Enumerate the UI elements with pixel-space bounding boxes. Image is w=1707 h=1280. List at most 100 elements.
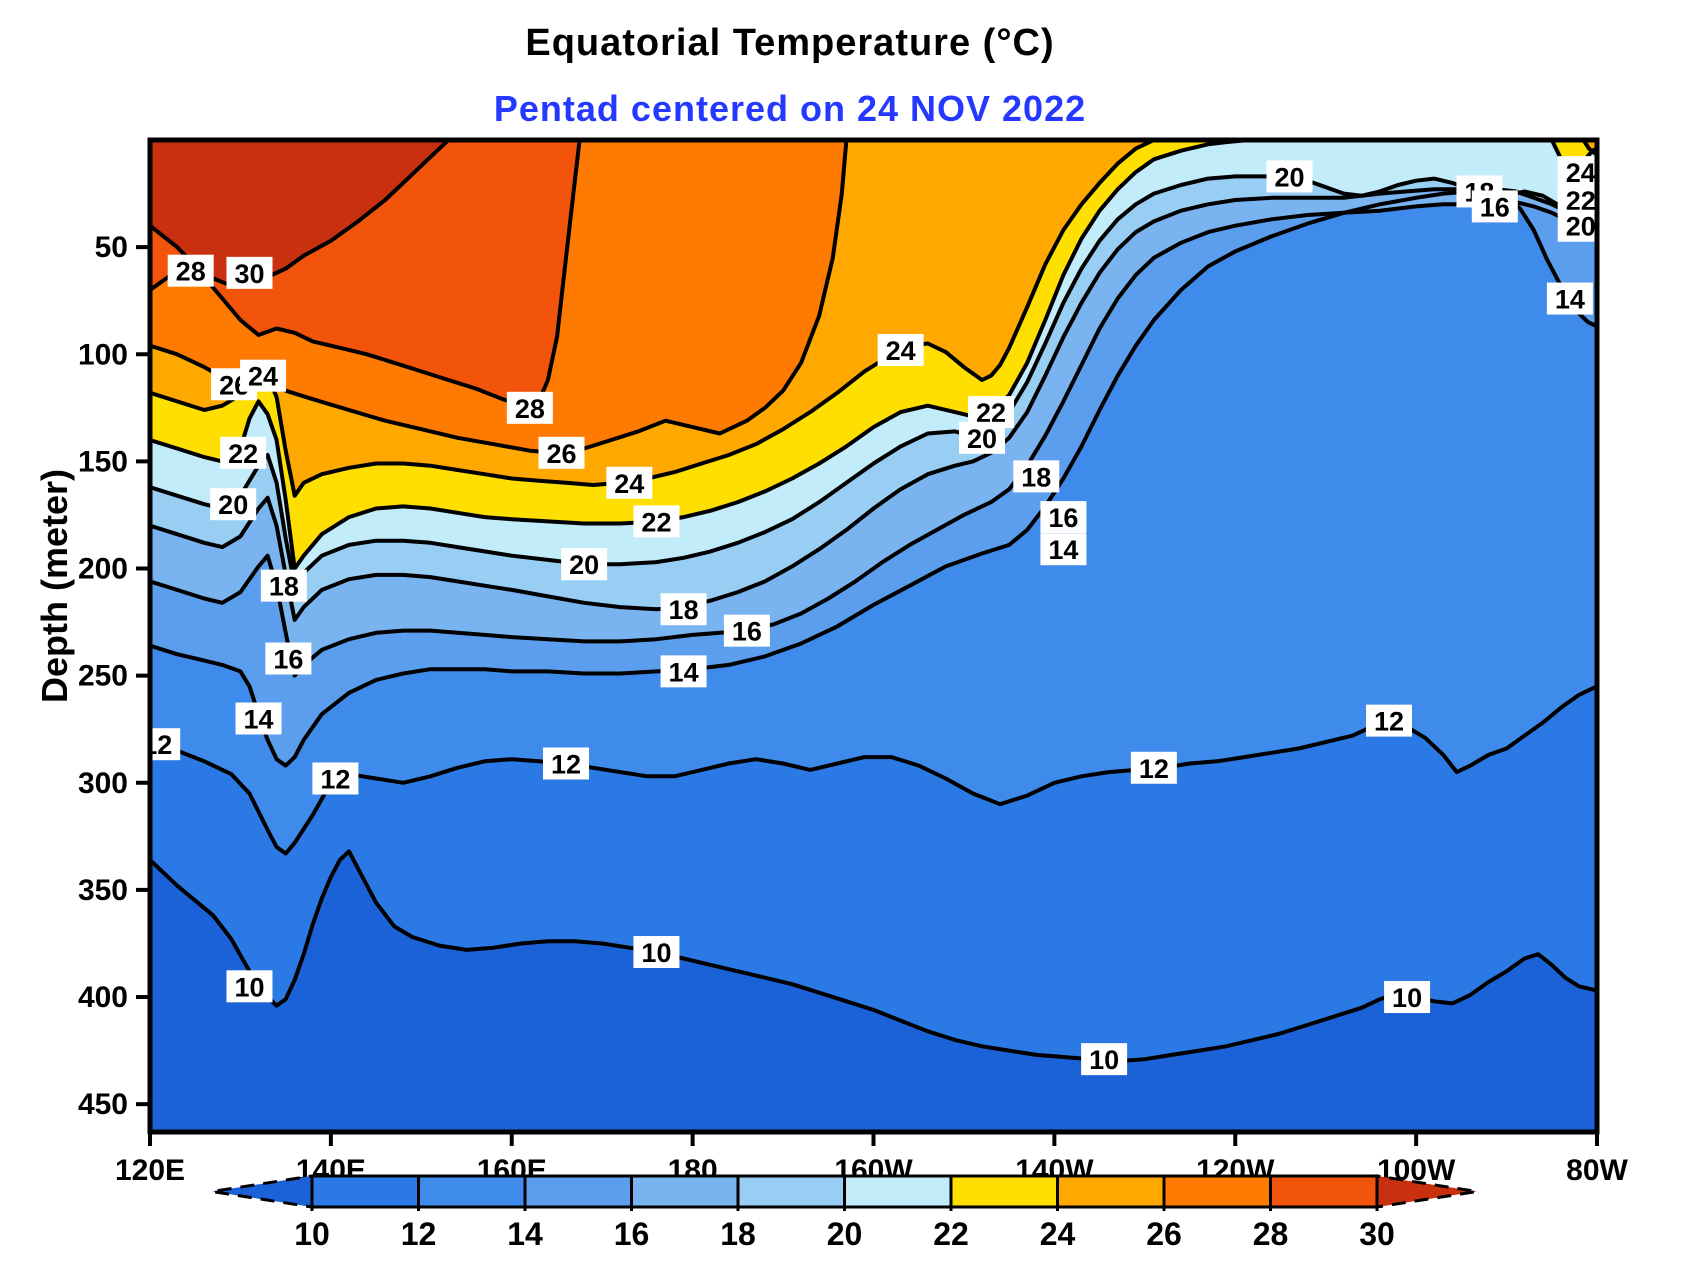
contour-label-box	[543, 747, 590, 780]
corner-band-22	[1551, 140, 1597, 173]
contour-label-24: 24	[886, 336, 916, 366]
contour-label-box	[226, 970, 273, 1003]
contour-label-12: 12	[142, 730, 172, 760]
contour-label-12: 12	[1139, 754, 1169, 784]
colorbar-tick-label: 28	[1253, 1216, 1289, 1252]
contour-line-22	[150, 140, 1249, 571]
contour-label-box	[660, 655, 707, 688]
contour-label-box	[1266, 160, 1313, 193]
x-tick-label: 120E	[115, 1154, 185, 1187]
contour-label-box	[959, 421, 1006, 454]
contour-label-12: 12	[320, 764, 350, 794]
colorbar-tick-label: 30	[1359, 1216, 1395, 1252]
colorbar-segment	[951, 1176, 1058, 1207]
contour-label-box	[660, 593, 707, 626]
contour-label-16: 16	[732, 617, 762, 647]
contour-label-box	[220, 436, 267, 469]
contour-label-box	[1040, 501, 1087, 534]
colorbar-segment	[1164, 1176, 1271, 1207]
contour-label-10: 10	[641, 938, 671, 968]
contour-line-20	[150, 174, 1597, 588]
colorbar-low-arrow-icon	[211, 1174, 314, 1209]
contour-label-box	[1081, 1043, 1128, 1076]
y-tick-label: 300	[78, 767, 128, 800]
contour-label-box	[240, 359, 287, 392]
colorbar-tick-label: 12	[401, 1216, 437, 1252]
colorbar-segment	[1270, 1176, 1377, 1207]
contour-label-14: 14	[244, 704, 274, 734]
contour-label-box	[506, 391, 553, 424]
contour-line-24	[150, 140, 1155, 498]
y-tick-label: 50	[95, 231, 128, 264]
contour-label-box	[1557, 156, 1597, 189]
contour-label-box	[1384, 981, 1431, 1014]
y-axis: 50 100 150 200 250 300 350 400 450	[78, 231, 150, 1121]
contour-label-18: 18	[669, 595, 699, 625]
contour-label-16: 16	[1048, 503, 1078, 533]
contour-label-box	[1130, 751, 1177, 784]
contour-label-box	[226, 256, 273, 289]
contour-label-box	[312, 762, 359, 795]
contour-label-box	[633, 505, 680, 538]
y-tick-label: 250	[78, 660, 128, 693]
contour-label-box	[1546, 282, 1593, 315]
band->30	[150, 140, 449, 286]
y-tick-label: 200	[78, 553, 128, 586]
contour-label-22: 22	[641, 507, 671, 537]
contour-label-22: 22	[228, 439, 258, 469]
contour-label-10: 10	[1089, 1045, 1119, 1075]
y-tick-label: 100	[78, 338, 128, 371]
contour-label-24: 24	[1566, 158, 1596, 188]
colorbar-tick-label: 26	[1146, 1216, 1182, 1252]
colorbar-segment	[631, 1176, 738, 1207]
y-tick-label: 400	[78, 981, 128, 1014]
contour-label-28: 28	[515, 394, 545, 424]
contour-label-box	[606, 466, 653, 499]
contour-label-box	[235, 702, 282, 735]
contour-label-box	[877, 333, 924, 366]
y-tick-label: 150	[78, 445, 128, 478]
colorbar-high-arrow-icon	[1375, 1174, 1478, 1209]
contour-label-box	[561, 548, 608, 581]
contour-label-20: 20	[1274, 162, 1304, 192]
plot-area: 3028282626242424222222202020201818181816…	[142, 140, 1597, 1132]
colorbar-tick-label: 20	[827, 1216, 863, 1252]
contour-label-16: 16	[273, 644, 303, 674]
contour-label-12: 12	[1374, 707, 1404, 737]
colorbar-segment	[844, 1176, 951, 1207]
contour-label-12: 12	[551, 749, 581, 779]
contour-label-box	[1557, 209, 1597, 242]
contour-label-box	[260, 569, 307, 602]
contour-label-box	[723, 614, 770, 647]
contour-label-14: 14	[669, 657, 699, 687]
colorbar-tick-label: 18	[720, 1216, 756, 1252]
contour-label-box	[167, 254, 214, 287]
colorbar-segment	[525, 1176, 632, 1207]
contour-label-18: 18	[269, 572, 299, 602]
colorbar-segment	[738, 1176, 845, 1207]
contour-label-10: 10	[234, 972, 264, 1002]
contour-label-16: 16	[1480, 192, 1510, 222]
colorbar: 10 12 14 16 18 20 22 24 26 28 30	[211, 1174, 1478, 1252]
colorbar-tick-label: 22	[933, 1216, 969, 1252]
colorbar-segment	[418, 1176, 525, 1207]
colorbar-tick-label: 16	[614, 1216, 650, 1252]
contour-label-box	[210, 488, 257, 521]
contour-label-box	[633, 936, 680, 969]
contour-label-20: 20	[967, 424, 997, 454]
colorbar-tick-label: 24	[1040, 1216, 1076, 1252]
contour-label-28: 28	[176, 257, 206, 287]
contour-label-18: 18	[1021, 462, 1051, 492]
x-tick-label: 80W	[1566, 1154, 1628, 1187]
contour-label-box	[1013, 460, 1060, 493]
contour-label-10: 10	[1392, 983, 1422, 1013]
y-tick-label: 350	[78, 874, 128, 907]
contour-label-20: 20	[218, 490, 248, 520]
contour-label-30: 30	[234, 259, 264, 289]
contour-label-20: 20	[1566, 212, 1596, 242]
y-tick-label: 450	[78, 1088, 128, 1121]
contour-label-14: 14	[1048, 535, 1078, 565]
contour-line-28	[150, 140, 582, 410]
